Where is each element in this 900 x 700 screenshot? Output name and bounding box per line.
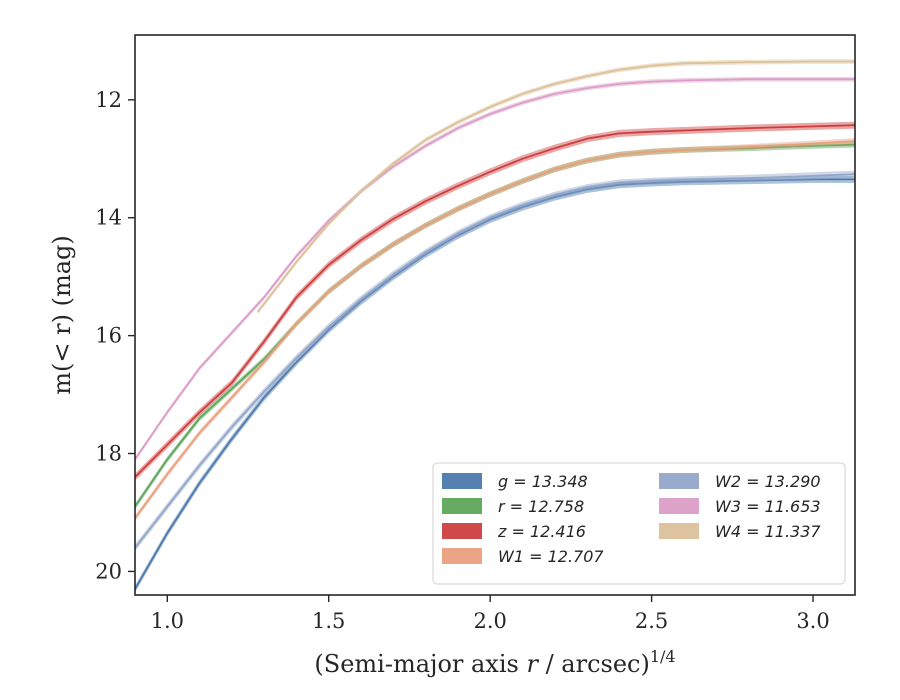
y-axis-label: m(< r) (mag) [48,235,76,394]
y-axis: 12 14 16 18 20 [95,88,135,583]
legend-label: W3 = 11.653 [715,497,821,516]
series-3 [135,138,855,522]
legend-swatch [659,523,699,539]
y-tick-label: 12 [95,88,122,112]
series-2 [135,121,855,481]
y-tick-label: 20 [95,559,122,583]
series-line [135,124,855,478]
legend: g = 13.348 r = 12.758 z = 12.416 W1 = 12.70… [432,462,846,585]
y-tick-label: 18 [95,442,122,466]
legend-label: r = 12.758 [498,497,584,516]
legend-label: z = 12.416 [497,522,586,541]
series-line [135,178,855,590]
series-band [135,175,855,593]
legend-swatch [659,473,699,489]
legend-label: W1 = 12.707 [498,547,604,566]
legend-swatch [442,523,482,539]
legend-swatch [442,473,482,489]
x-tick-label: 1.0 [151,609,184,633]
legend-box [432,462,846,585]
y-tick-label: 14 [95,206,122,230]
legend-swatch [659,498,699,514]
series-line [135,140,855,519]
x-axis: 1.0 1.5 2.0 2.5 3.0 [151,595,830,633]
series-line [135,78,855,460]
legend-label: W4 = 11.337 [715,522,821,541]
series-4 [135,170,855,552]
series-0 [135,175,855,593]
x-tick-label: 2.5 [635,609,668,633]
x-tick-label: 1.5 [312,609,345,633]
legend-label: W2 = 13.290 [715,472,821,491]
legend-swatch [442,498,482,514]
x-axis-label: (Semi-major axis r / arcsec)1/4 [314,647,675,678]
x-tick-label: 3.0 [796,609,829,633]
series-line [256,60,855,313]
series-layer [135,59,855,593]
x-tick-label: 2.0 [473,609,506,633]
series-6 [256,59,855,315]
series-5 [135,76,855,462]
y-tick-label: 16 [95,324,122,348]
plot-frame [134,34,856,596]
legend-label: g = 13.348 [498,472,588,491]
legend-swatch [442,548,482,564]
series-line [135,173,855,549]
